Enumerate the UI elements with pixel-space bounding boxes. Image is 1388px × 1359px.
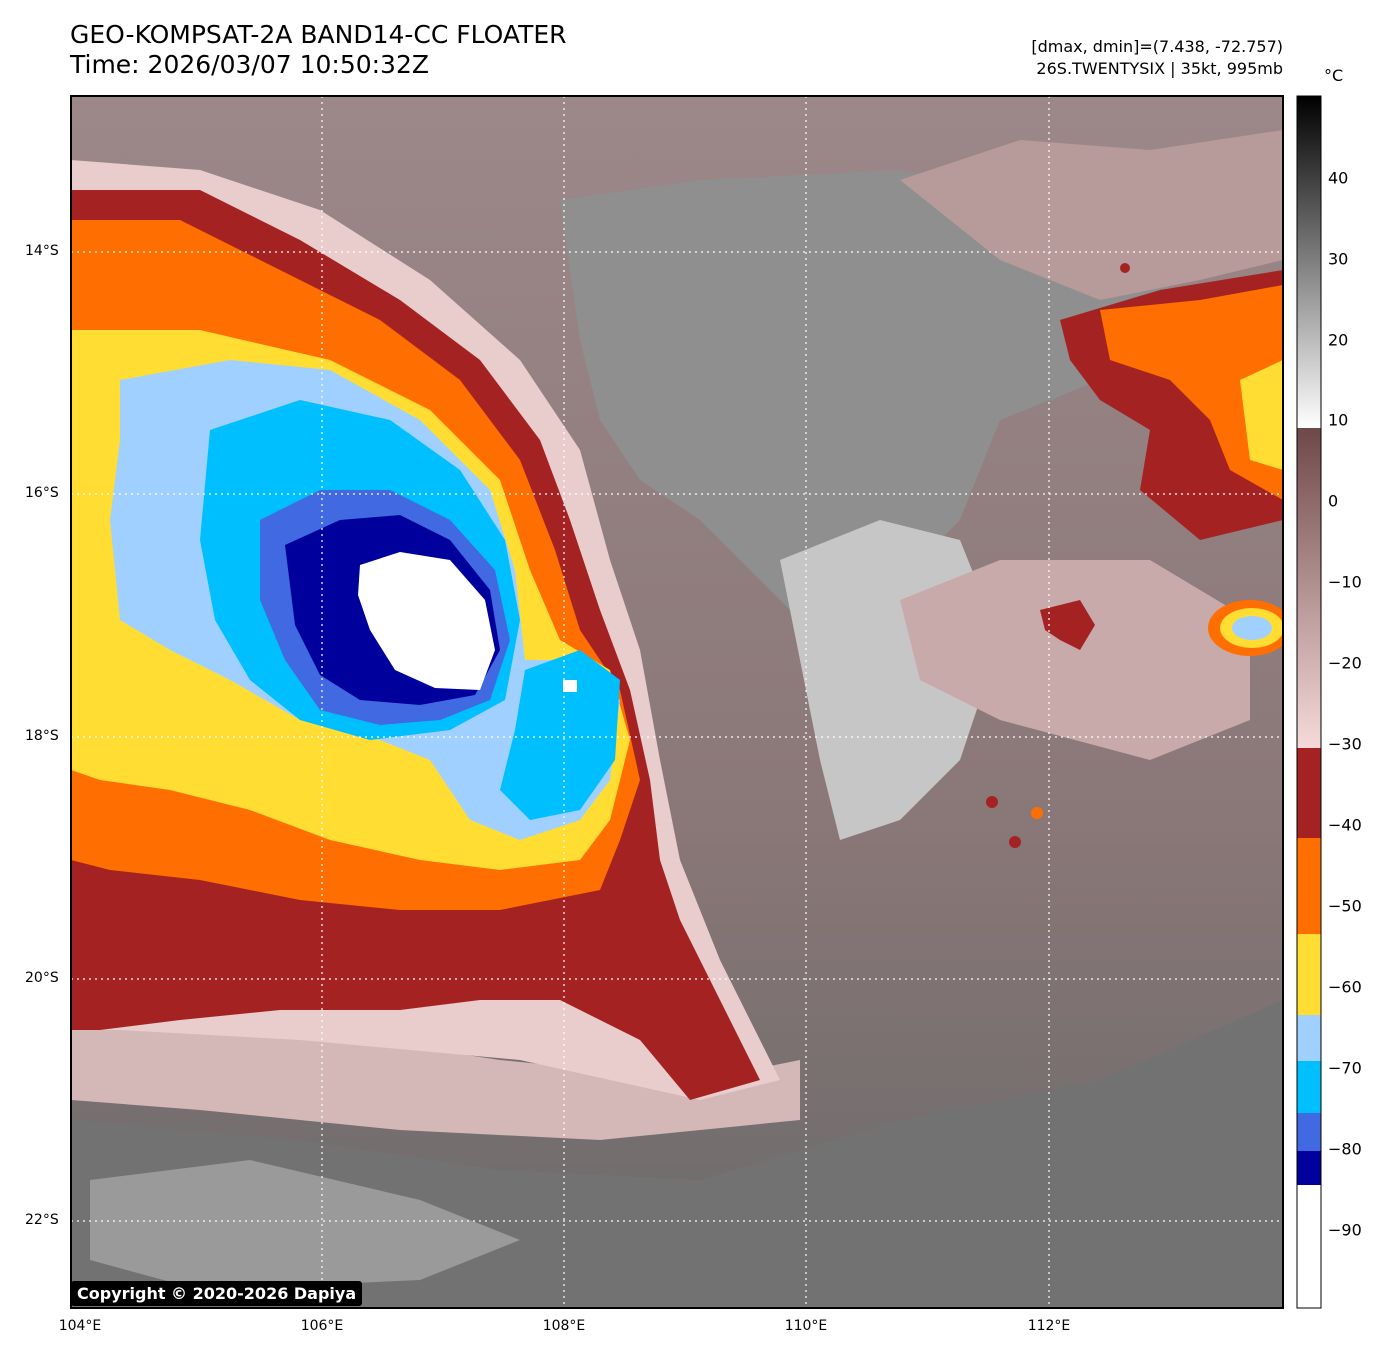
cb-white xyxy=(1297,1185,1321,1308)
cb-tick: −30 xyxy=(1328,734,1362,754)
secondary-core-white xyxy=(563,680,577,692)
pink-band-northeast xyxy=(900,130,1283,300)
orange-dot xyxy=(1031,807,1043,819)
lat-tick-14s: 14°S xyxy=(25,243,59,259)
cb-tick: 10 xyxy=(1328,410,1349,430)
cb-tick: −20 xyxy=(1328,653,1362,673)
red-dot xyxy=(986,796,998,808)
lat-tick-22s: 22°S xyxy=(25,1212,59,1228)
cb-lightblue xyxy=(1297,1015,1321,1061)
lat-tick-20s: 20°S xyxy=(25,970,59,986)
lat-tick-16s: 16°S xyxy=(25,485,59,501)
storm-cyan-secondary xyxy=(500,650,620,820)
cb-tick: −70 xyxy=(1328,1058,1362,1078)
cb-royalblue xyxy=(1297,1113,1321,1151)
gray-area-north xyxy=(560,170,1200,640)
cb-cyan xyxy=(1297,1061,1321,1113)
colorbar xyxy=(1296,95,1322,1309)
cb-darkred xyxy=(1297,748,1321,838)
cb-tick: 30 xyxy=(1328,249,1349,269)
cb-tick: 20 xyxy=(1328,330,1349,350)
chart-title: GEO-KOMPSAT-2A BAND14-CC FLOATER Time: 2… xyxy=(70,20,567,80)
lon-tick-110e: 110°E xyxy=(784,1318,828,1334)
cb-tick: 0 xyxy=(1328,491,1339,511)
lon-tick-104e: 104°E xyxy=(58,1318,102,1334)
cb-tick: −50 xyxy=(1328,896,1362,916)
copyright-badge: Copyright © 2020-2026 Dapiya xyxy=(71,1281,363,1306)
ne-convection-orange xyxy=(1100,285,1283,500)
cb-brown xyxy=(1297,428,1321,748)
gridlines xyxy=(71,96,1283,1308)
colorbar-unit: °C xyxy=(1324,66,1344,85)
cb-orange xyxy=(1297,838,1321,934)
data-range: [dmax, dmin]=(7.438, -72.757) xyxy=(1031,37,1283,56)
cb-tick: −90 xyxy=(1328,1220,1362,1240)
lon-tick-108e: 108°E xyxy=(542,1318,586,1334)
title-line-1: GEO-KOMPSAT-2A BAND14-CC FLOATER xyxy=(70,20,567,49)
cb-tick: −10 xyxy=(1328,572,1362,592)
cb-tick: −80 xyxy=(1328,1139,1362,1159)
cb-tick: −40 xyxy=(1328,815,1362,835)
east-cloud-pink xyxy=(900,560,1250,760)
east-cell-blue xyxy=(1232,616,1272,640)
cb-frame xyxy=(1296,95,1322,1309)
cb-yellow xyxy=(1297,934,1321,1015)
storm-core-white xyxy=(358,552,495,690)
cb-tick: 40 xyxy=(1328,168,1349,188)
imagery xyxy=(71,96,1283,1308)
ne-convection-yellow xyxy=(1240,360,1283,470)
storm-info: 26S.TWENTYSIX | 35kt, 995mb xyxy=(1036,59,1283,78)
cb-navy xyxy=(1297,1151,1321,1185)
lon-tick-112e: 112°E xyxy=(1027,1318,1071,1334)
map-frame xyxy=(70,95,1284,1309)
east-red-blob xyxy=(1040,600,1095,650)
cb-tick: −60 xyxy=(1328,977,1362,997)
red-dot xyxy=(1009,836,1021,848)
metadata: [dmax, dmin]=(7.438, -72.757) 26S.TWENTY… xyxy=(1031,36,1283,80)
title-line-2: Time: 2026/03/07 10:50:32Z xyxy=(70,50,429,79)
lon-tick-106e: 106°E xyxy=(300,1318,344,1334)
lat-tick-18s: 18°S xyxy=(25,728,59,744)
gray-area-southwest xyxy=(90,1160,520,1290)
cb-gray xyxy=(1297,96,1321,428)
red-dot xyxy=(1120,263,1130,273)
